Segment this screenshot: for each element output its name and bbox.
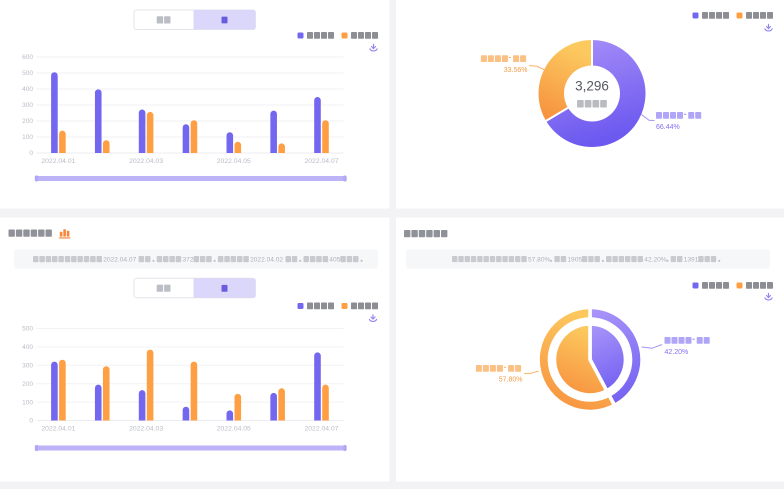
svg-text:400: 400	[22, 344, 33, 351]
svg-text:2022.04.02: 2022.04.02	[250, 257, 283, 264]
svg-text:405: 405	[329, 257, 340, 264]
svg-text:2022.04.07: 2022.04.07	[103, 257, 136, 264]
svg-text:100: 100	[22, 399, 33, 406]
svg-text:2022.04.07: 2022.04.07	[304, 158, 338, 165]
svg-text:600: 600	[22, 54, 33, 61]
svg-text:66.44%: 66.44%	[656, 124, 680, 131]
svg-text:400: 400	[22, 86, 33, 93]
svg-text:2022.04.01: 2022.04.01	[41, 158, 75, 165]
svg-text:372: 372	[182, 257, 193, 264]
svg-text:2022.04.03: 2022.04.03	[129, 158, 163, 165]
svg-text:2022.04.01: 2022.04.01	[41, 425, 75, 432]
svg-text:2022.04.07: 2022.04.07	[304, 425, 338, 432]
svg-text:57.80%: 57.80%	[528, 257, 551, 264]
svg-text:100: 100	[22, 134, 33, 141]
svg-text:1391: 1391	[684, 257, 699, 264]
svg-text:2022.04.05: 2022.04.05	[217, 425, 251, 432]
svg-text:33.56%: 33.56%	[504, 67, 528, 74]
svg-text:300: 300	[22, 102, 33, 109]
svg-text:200: 200	[22, 381, 33, 388]
svg-text:1905: 1905	[567, 257, 582, 264]
svg-text:0: 0	[29, 418, 33, 425]
svg-text:500: 500	[22, 70, 33, 77]
svg-text:42.20%: 42.20%	[665, 349, 689, 356]
svg-text:0: 0	[29, 150, 33, 157]
svg-text:42.20%: 42.20%	[644, 257, 667, 264]
svg-text:200: 200	[22, 118, 33, 125]
svg-text:2022.04.05: 2022.04.05	[217, 158, 251, 165]
svg-text:500: 500	[22, 326, 33, 333]
svg-text:57.80%: 57.80%	[499, 376, 523, 383]
svg-text:300: 300	[22, 363, 33, 370]
svg-text:3,296: 3,296	[575, 79, 609, 94]
svg-text:2022.04.03: 2022.04.03	[129, 425, 163, 432]
